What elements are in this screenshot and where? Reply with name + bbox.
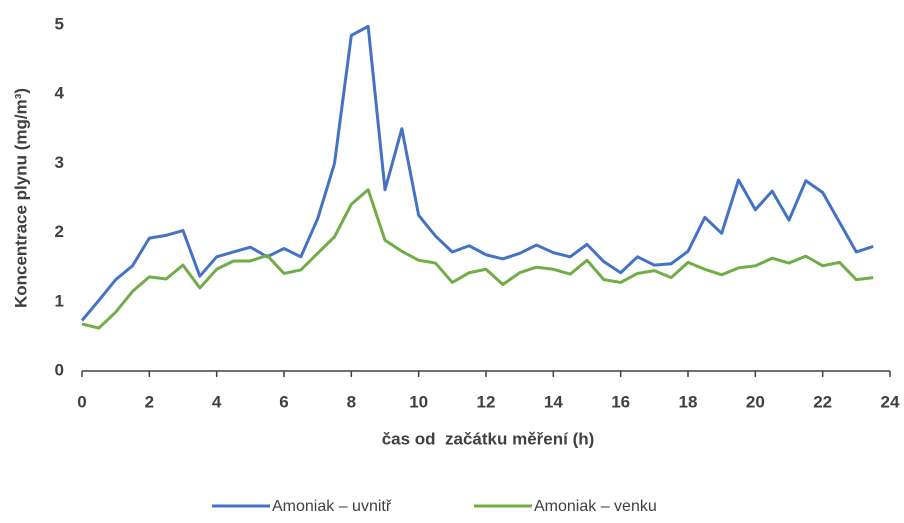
x-tick-label: 18 (679, 392, 698, 411)
y-tick-label: 2 (55, 222, 64, 241)
legend-label: Amoniak – uvnitř (272, 498, 392, 515)
legend-label: Amoniak – venku (534, 498, 657, 515)
x-tick-label: 0 (77, 392, 86, 411)
y-tick-label: 0 (55, 360, 64, 379)
y-tick-label: 3 (55, 153, 64, 172)
x-tick-label: 2 (145, 392, 154, 411)
y-tick-label: 1 (55, 291, 64, 310)
x-tick-label: 22 (813, 392, 832, 411)
y-tick-label: 4 (55, 84, 65, 103)
x-axis-label: čas od začátku měření (h) (382, 429, 595, 448)
x-tick-label: 12 (477, 392, 496, 411)
x-tick-label: 20 (746, 392, 765, 411)
x-tick-label: 8 (347, 392, 356, 411)
data-line (80, 24, 874, 322)
y-tick-label: 5 (55, 14, 64, 33)
x-tick-label: 4 (212, 392, 222, 411)
data-line (81, 188, 874, 330)
x-tick-label: 24 (881, 392, 900, 411)
x-tick-label: 6 (279, 392, 288, 411)
x-tick-label: 16 (611, 392, 630, 411)
x-tick-label: 14 (544, 392, 563, 411)
y-axis-label: Koncentrace plynu (mg/m³) (11, 88, 30, 308)
x-tick-label: 10 (409, 392, 428, 411)
